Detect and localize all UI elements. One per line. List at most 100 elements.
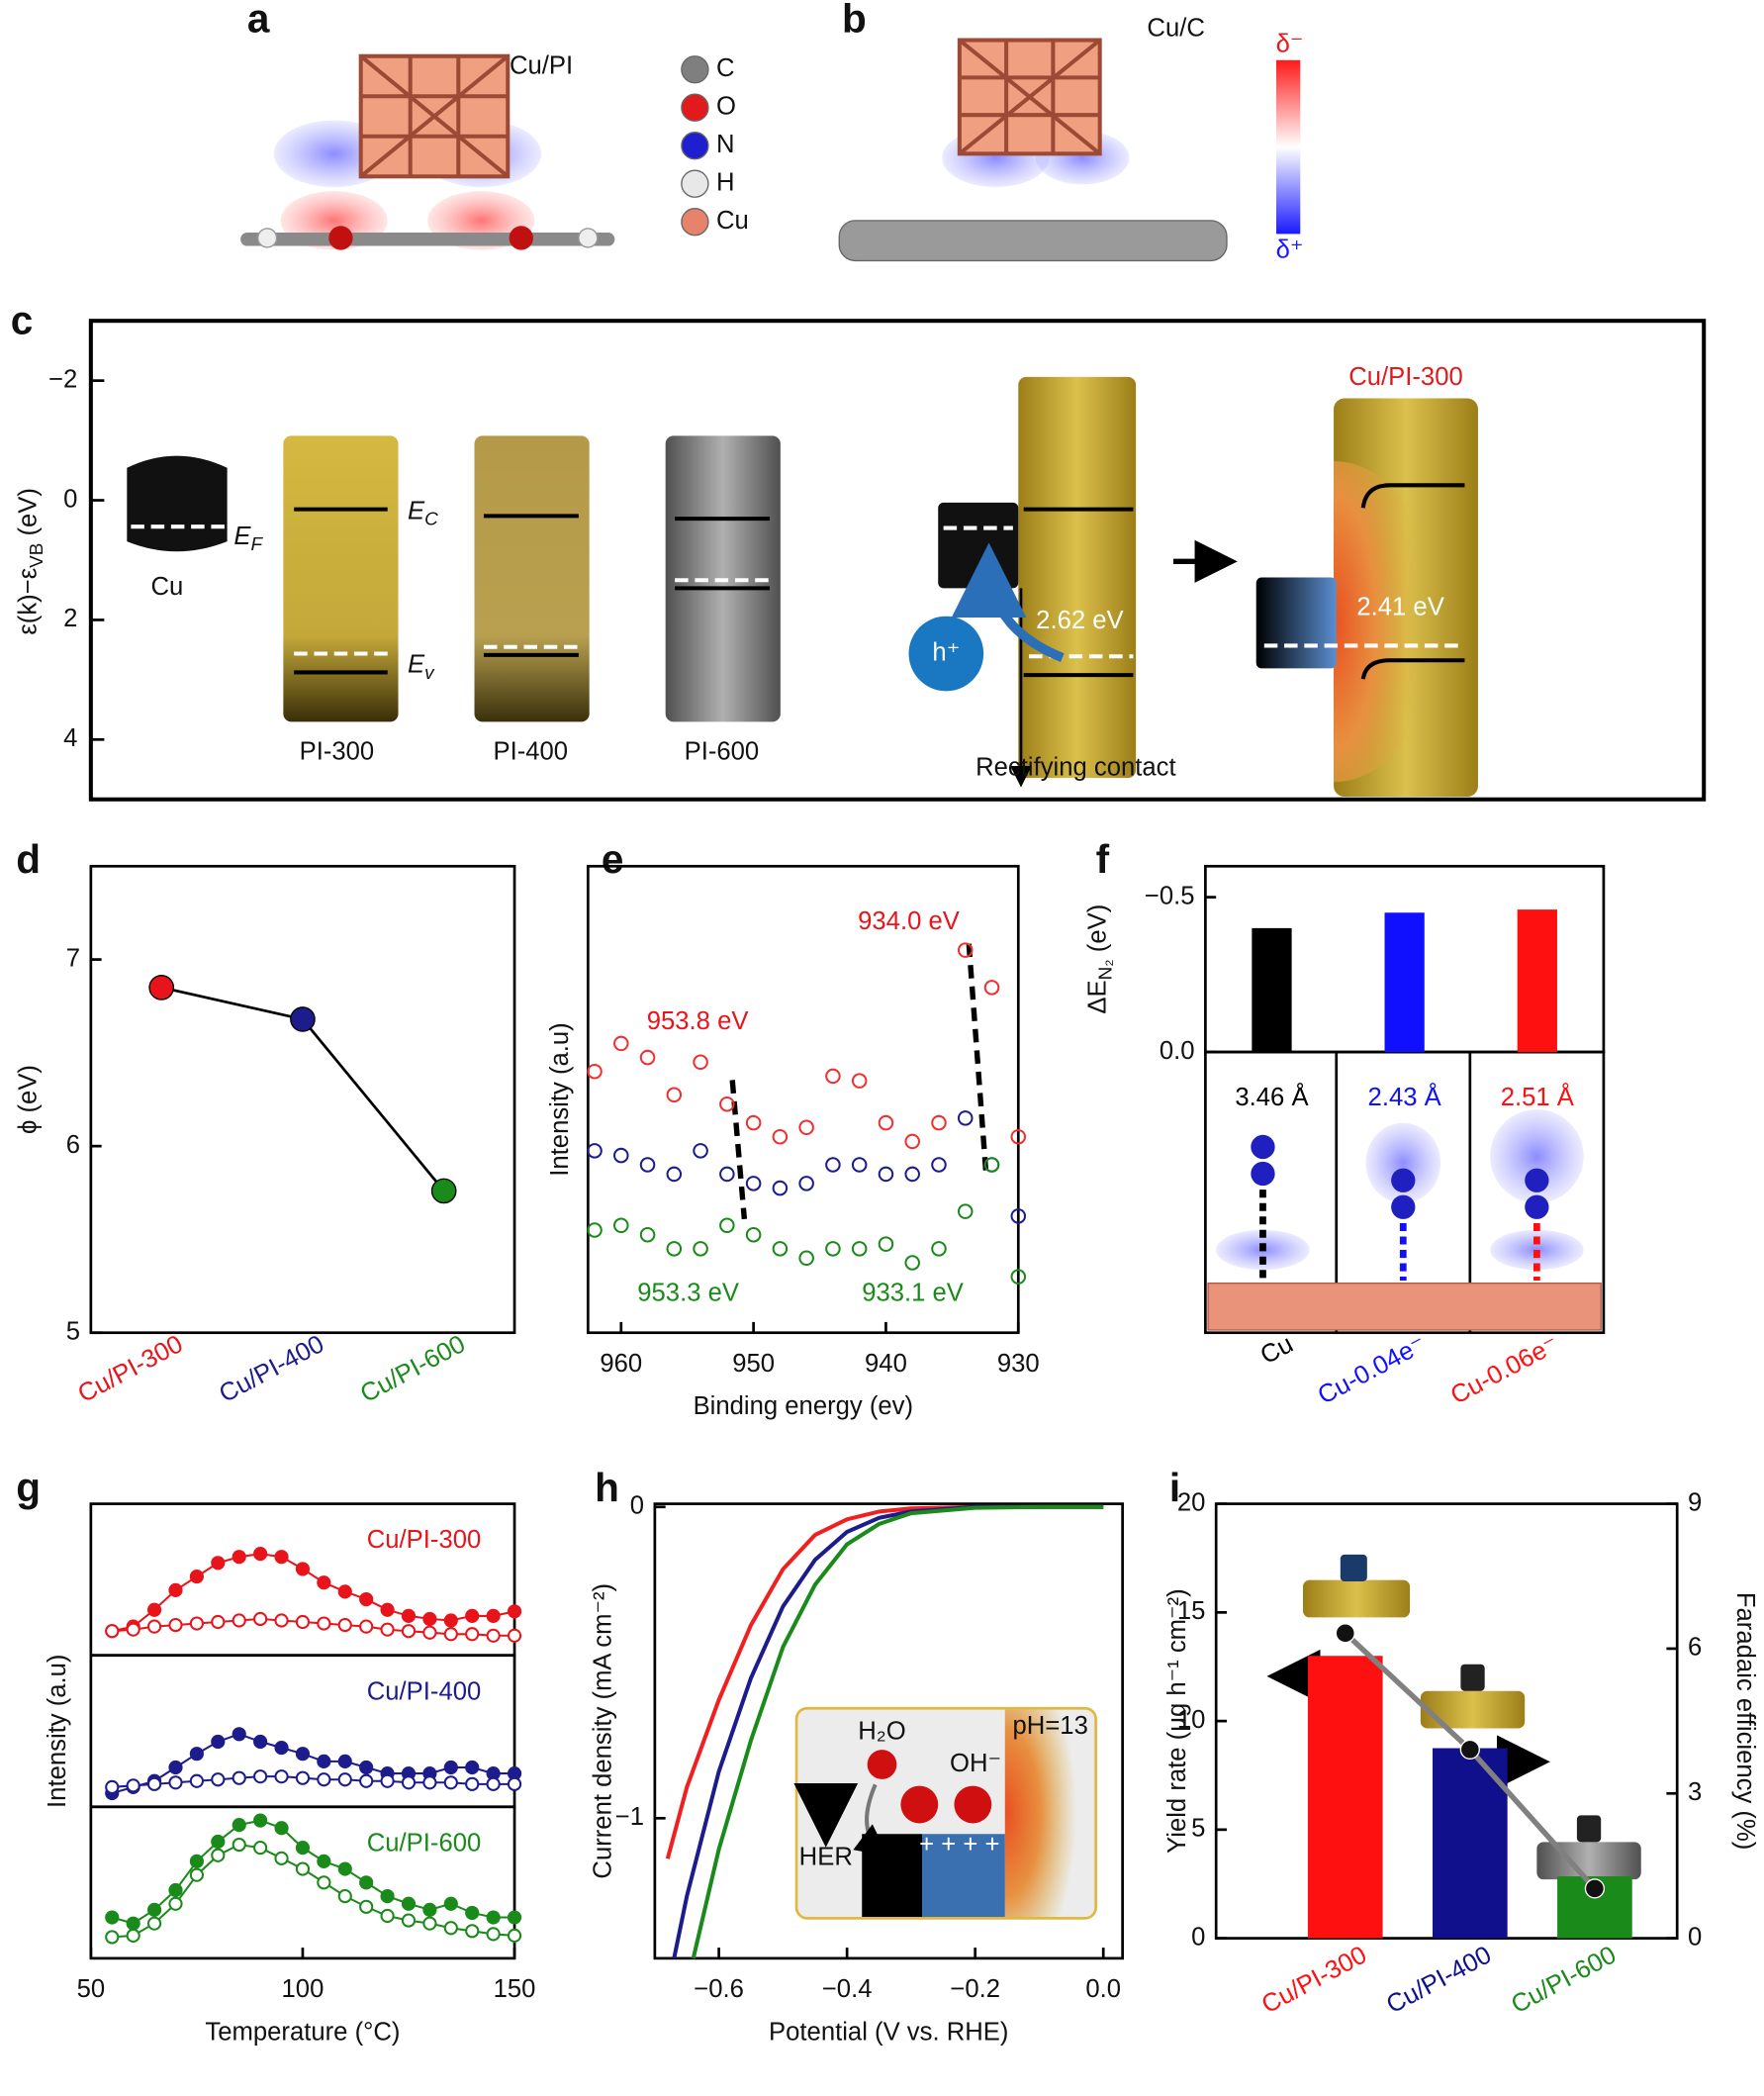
molecule — [900, 1785, 939, 1824]
marker — [401, 1896, 417, 1911]
x-tick-label: Cu/PI-600 — [1507, 1941, 1621, 2019]
atom — [1525, 1194, 1549, 1219]
atom — [1391, 1194, 1416, 1219]
marker — [380, 1908, 395, 1924]
marker — [189, 1867, 204, 1882]
marker — [211, 1772, 226, 1787]
marker — [211, 1848, 226, 1862]
marker — [878, 1236, 894, 1252]
legend-marker — [681, 55, 709, 84]
marker — [232, 1550, 246, 1565]
marker — [507, 1910, 522, 1925]
legend-label: O — [716, 93, 736, 121]
marker — [772, 1128, 789, 1145]
marker — [430, 1178, 457, 1204]
marker — [211, 1614, 226, 1630]
marker — [126, 1916, 140, 1931]
marker — [253, 1734, 268, 1750]
label-part: (eV) — [1083, 905, 1111, 960]
y-tick-label: −2 — [48, 365, 77, 393]
marker — [719, 1217, 735, 1234]
distance-label: 2.51 Å — [1501, 1082, 1575, 1111]
marker — [126, 1778, 140, 1793]
marker — [317, 1754, 331, 1768]
subplot-label: Cu/PI-400 — [367, 1677, 482, 1705]
material-label: PI-600 — [685, 737, 760, 765]
marker — [825, 1241, 841, 1257]
x-tick-label: Cu-0.04e⁻ — [1314, 1330, 1431, 1410]
x-tick-label: 930 — [997, 1350, 1040, 1378]
marker — [317, 1854, 331, 1868]
y-tick-label: 20 — [1177, 1488, 1206, 1516]
panel-label: c — [11, 298, 34, 343]
marker — [126, 1622, 140, 1637]
marker — [253, 1841, 268, 1856]
marker — [359, 1760, 374, 1775]
marker — [290, 1006, 316, 1032]
inset-interface — [922, 1834, 1005, 1917]
marker — [146, 1602, 162, 1617]
y-tick-label: 5 — [1191, 1815, 1205, 1843]
marker — [422, 1902, 437, 1917]
marker — [957, 942, 974, 958]
marker — [904, 1255, 920, 1271]
marker — [274, 1821, 289, 1836]
cu-block — [938, 502, 1019, 589]
panel-b: b Cu/C δ⁻ δ⁺ — [838, 0, 1304, 264]
inset-support — [1004, 1709, 1095, 1917]
marker — [380, 1889, 395, 1904]
scale-label: δ⁺ — [1276, 237, 1304, 264]
marker — [105, 1910, 120, 1925]
marker — [465, 1924, 480, 1939]
inset-label: HER — [799, 1843, 853, 1870]
marker — [126, 1928, 140, 1943]
marker — [232, 1770, 246, 1785]
y2-axis-label: Faradaic efficiency (%) — [1731, 1592, 1759, 1850]
marker — [232, 1837, 246, 1853]
marker — [851, 1157, 868, 1173]
marker — [232, 1613, 246, 1628]
peak-guide — [966, 943, 989, 1177]
annotation: 953.8 eV — [647, 1007, 749, 1035]
marker — [295, 1861, 311, 1876]
marker — [211, 1556, 226, 1571]
marker — [1010, 1269, 1027, 1285]
x-axis-label: Potential (V vs. RHE) — [769, 2018, 1008, 2046]
marker — [693, 1054, 708, 1071]
marker — [189, 1569, 204, 1584]
x-tick-label: 50 — [77, 1975, 106, 2003]
pi-block — [474, 435, 590, 722]
x-tick-label: Cu/PI-600 — [356, 1330, 470, 1408]
marker — [317, 1772, 331, 1787]
panel-a: a Cu/PI — [240, 0, 615, 250]
legend-marker — [681, 208, 709, 237]
marker — [146, 1916, 162, 1931]
bar — [1384, 912, 1425, 1053]
marker — [317, 1575, 331, 1590]
axis-label: Intensity (a.u) — [546, 1022, 574, 1176]
marker — [422, 1775, 437, 1790]
icon — [1420, 1690, 1526, 1729]
marker — [507, 1604, 522, 1619]
graphene-sheet — [838, 220, 1228, 262]
marker — [639, 1226, 656, 1243]
panel-title: Cu/PI — [510, 51, 573, 79]
subplot-label: Cu/PI-600 — [367, 1829, 482, 1857]
annotation: 934.0 eV — [858, 907, 960, 935]
subplot-frame — [89, 1805, 516, 1960]
marker — [666, 1241, 683, 1257]
marker — [465, 1905, 480, 1921]
x-tick-label: −0.6 — [694, 1975, 744, 2003]
marker — [1010, 1128, 1027, 1145]
atom — [1251, 1134, 1275, 1160]
label-part: ε(k)−ε — [14, 568, 42, 635]
atom — [257, 228, 278, 248]
marker — [359, 1875, 374, 1890]
legend-label: H — [716, 169, 735, 197]
x-axis-label: Binding energy (ev) — [694, 1392, 913, 1420]
x-tick-label: Cu/PI-400 — [1382, 1941, 1496, 2019]
marker — [253, 1769, 268, 1784]
y2-tick-label: 6 — [1688, 1634, 1702, 1662]
marker — [693, 1241, 708, 1257]
legend-marker — [681, 93, 709, 122]
